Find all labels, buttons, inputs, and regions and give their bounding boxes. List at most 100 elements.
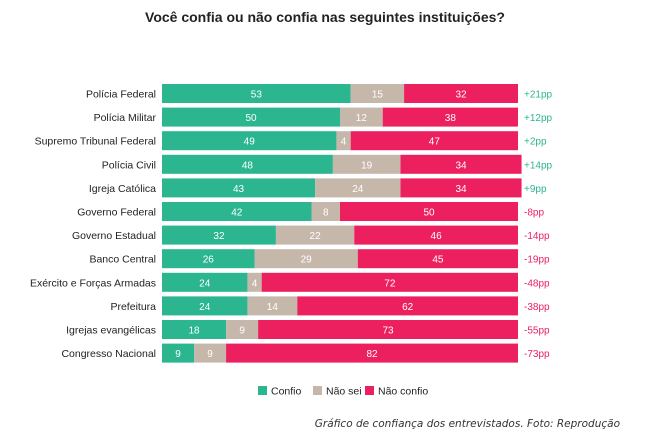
- category-label-governo-federal: Governo Federal: [77, 207, 156, 219]
- data-label-confio-congresso-nacional: 9: [175, 349, 181, 360]
- bar-confio-exercito-e-forcas-armadas: [162, 272, 248, 292]
- category-label-prefeitura: Prefeitura: [110, 301, 156, 313]
- bar-confio-igrejas-evangelicas: [162, 320, 227, 339]
- data-label-confio-igreja-catolica: 43: [233, 184, 245, 195]
- bar-nao-confio-supremo-tribunal-federal: [350, 131, 518, 151]
- data-label-nao-sei-supremo-tribunal-federal: 4: [341, 137, 347, 148]
- bar-nao-sei-governo-federal: [311, 202, 340, 221]
- bar-nao-sei-governo-estadual: [275, 225, 355, 245]
- net-label-igrejas-evangelicas: -55pp: [524, 326, 550, 337]
- net-label-policia-militar: +12pp: [524, 113, 553, 124]
- data-label-nao-confio-igreja-catolica: 34: [455, 184, 467, 195]
- net-label-igreja-catolica: +9pp: [524, 184, 547, 195]
- legend-swatch-nao-sei: [313, 386, 322, 395]
- data-label-nao-sei-policia-federal: 15: [372, 90, 384, 101]
- data-label-nao-confio-igrejas-evangelicas: 73: [382, 326, 394, 337]
- data-label-nao-sei-igrejas-evangelicas: 9: [239, 326, 245, 337]
- bar-confio-governo-federal: [162, 202, 312, 221]
- data-label-nao-sei-banco-central: 29: [301, 255, 313, 266]
- net-label-banco-central: -19pp: [524, 255, 550, 266]
- data-label-nao-sei-policia-civil: 19: [361, 160, 373, 171]
- data-label-nao-sei-exercito-e-forcas-armadas: 4: [252, 278, 258, 289]
- net-label-governo-federal: -8pp: [524, 208, 544, 219]
- bar-nao-sei-congresso-nacional: [194, 343, 227, 363]
- bar-confio-governo-estadual: [162, 225, 276, 245]
- bar-nao-confio-igreja-catolica: [400, 178, 522, 198]
- bar-confio-policia-civil: [162, 154, 333, 174]
- bar-nao-confio-governo-federal: [340, 202, 518, 221]
- data-label-nao-sei-igreja-catolica: 24: [352, 184, 364, 195]
- net-label-policia-civil: +14pp: [524, 160, 553, 171]
- bar-nao-confio-governo-estadual: [354, 225, 518, 245]
- bar-confio-policia-militar: [162, 107, 340, 127]
- data-label-nao-sei-governo-federal: 8: [323, 208, 329, 219]
- bar-confio-banco-central: [162, 249, 255, 269]
- bar-nao-sei-igrejas-evangelicas: [226, 320, 259, 339]
- data-label-nao-sei-prefeitura: 14: [267, 302, 279, 313]
- bar-nao-sei-exercito-e-forcas-armadas: [247, 272, 262, 292]
- category-label-banco-central: Banco Central: [89, 254, 156, 266]
- legend-label-nao-sei: Não sei: [326, 386, 362, 398]
- category-label-igrejas-evangelicas: Igrejas evangélicas: [66, 325, 156, 337]
- legend-swatch-nao-confio: [365, 386, 374, 395]
- bar-nao-confio-policia-civil: [400, 154, 522, 174]
- bar-nao-sei-policia-militar: [340, 107, 383, 127]
- bars-group: Polícia Federal 53 15 32 +21pp Polícia Milita…: [30, 84, 553, 363]
- data-label-confio-governo-estadual: 32: [213, 231, 225, 242]
- bar-nao-confio-policia-militar: [382, 107, 518, 127]
- net-label-exercito-e-forcas-armadas: -48pp: [524, 278, 550, 289]
- bar-confio-prefeitura: [162, 296, 248, 316]
- net-label-supremo-tribunal-federal: +2pp: [524, 137, 547, 148]
- data-label-nao-confio-governo-federal: 50: [423, 208, 435, 219]
- image-caption: Gráfico de confiança dos entrevistados. …: [314, 418, 620, 430]
- bar-nao-confio-exercito-e-forcas-armadas: [261, 272, 518, 292]
- bar-nao-sei-policia-civil: [332, 154, 401, 174]
- data-label-nao-confio-exercito-e-forcas-armadas: 72: [384, 278, 396, 289]
- bar-nao-sei-supremo-tribunal-federal: [336, 131, 351, 151]
- data-label-confio-exercito-e-forcas-armadas: 24: [199, 278, 211, 289]
- bar-nao-confio-banco-central: [357, 249, 518, 269]
- bar-nao-confio-prefeitura: [297, 296, 518, 316]
- data-label-confio-prefeitura: 24: [199, 302, 211, 313]
- net-label-congresso-nacional: -73pp: [524, 349, 550, 360]
- net-label-governo-estadual: -14pp: [524, 231, 550, 242]
- net-label-prefeitura: -38pp: [524, 302, 550, 313]
- category-label-policia-civil: Polícia Civil: [102, 159, 156, 171]
- data-label-nao-confio-policia-militar: 38: [445, 113, 457, 124]
- legend-label-confio: Confio: [271, 386, 302, 398]
- category-label-exercito-e-forcas-armadas: Exército e Forças Armadas: [30, 277, 156, 289]
- data-label-nao-sei-governo-estadual: 22: [310, 231, 322, 242]
- legend: Confio Não sei Não confio: [258, 386, 428, 398]
- legend-swatch-confio: [258, 386, 267, 395]
- chart-title: Você confia ou não confia nas seguintes …: [145, 9, 505, 25]
- data-label-confio-policia-militar: 50: [245, 113, 257, 124]
- data-label-confio-policia-federal: 53: [251, 90, 263, 101]
- category-label-policia-federal: Polícia Federal: [86, 89, 156, 101]
- net-label-policia-federal: +21pp: [524, 90, 553, 101]
- data-label-nao-sei-congresso-nacional: 9: [207, 349, 213, 360]
- legend-label-nao-confio: Não confio: [378, 386, 428, 398]
- category-label-governo-estadual: Governo Estadual: [72, 230, 156, 242]
- bar-nao-sei-igreja-catolica: [315, 178, 401, 198]
- bar-nao-sei-banco-central: [254, 249, 358, 269]
- category-label-policia-militar: Polícia Militar: [94, 112, 157, 124]
- category-label-igreja-catolica: Igreja Católica: [89, 183, 156, 195]
- data-label-nao-confio-supremo-tribunal-federal: 47: [429, 137, 441, 148]
- data-label-nao-confio-governo-estadual: 46: [431, 231, 443, 242]
- data-label-nao-confio-congresso-nacional: 82: [366, 349, 378, 360]
- bar-confio-igreja-catolica: [162, 178, 316, 198]
- data-label-nao-confio-banco-central: 45: [432, 255, 444, 266]
- category-label-supremo-tribunal-federal: Supremo Tribunal Federal: [35, 136, 156, 148]
- data-label-nao-sei-policia-militar: 12: [356, 113, 368, 124]
- bar-nao-confio-igrejas-evangelicas: [258, 320, 518, 339]
- data-label-confio-banco-central: 26: [203, 255, 215, 266]
- bar-confio-supremo-tribunal-federal: [162, 131, 337, 151]
- data-label-nao-confio-prefeitura: 62: [402, 302, 414, 313]
- data-label-confio-igrejas-evangelicas: 18: [188, 326, 200, 337]
- data-label-nao-confio-policia-civil: 34: [455, 160, 467, 171]
- data-label-confio-governo-federal: 42: [231, 208, 243, 219]
- data-label-confio-supremo-tribunal-federal: 49: [244, 137, 256, 148]
- data-label-confio-policia-civil: 48: [242, 160, 254, 171]
- bar-confio-congresso-nacional: [162, 343, 195, 363]
